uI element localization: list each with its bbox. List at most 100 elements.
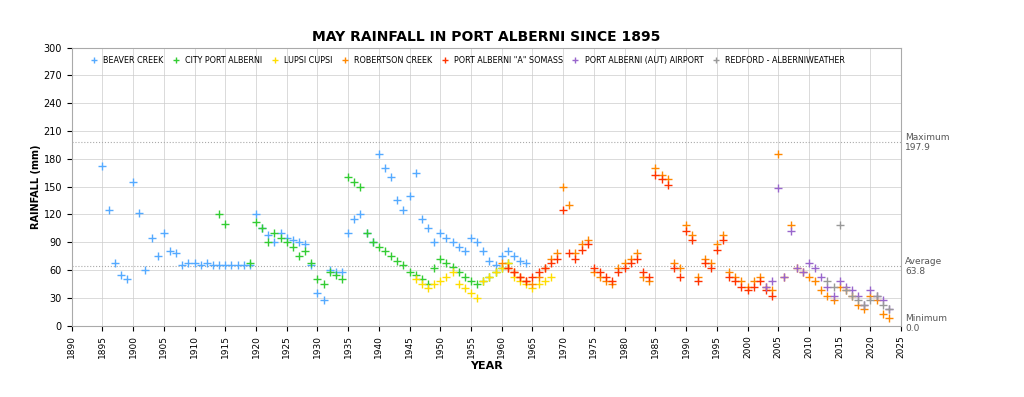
Point (856, 302, 872, 308)
Point (217, 220, 233, 227)
Point (844, 293, 860, 299)
X-axis label: YEAR: YEAR (470, 361, 503, 371)
Point (807, 265, 823, 271)
Point (242, 259, 258, 266)
Point (598, 278, 614, 284)
Point (758, 283, 774, 290)
Y-axis label: RAINFALL (mm): RAINFALL (mm) (31, 145, 41, 229)
Point (266, 239, 283, 245)
Point (543, 259, 559, 266)
Point (764, 278, 780, 284)
Point (315, 281, 332, 287)
Point (543, 274, 559, 281)
Point (512, 258, 528, 264)
Point (623, 259, 639, 266)
Point (530, 274, 547, 281)
Point (346, 216, 362, 222)
Point (690, 274, 707, 281)
Point (586, 265, 602, 271)
Point (328, 272, 344, 278)
Point (500, 259, 516, 266)
Point (838, 287, 854, 293)
Point (113, 272, 129, 278)
Point (530, 281, 547, 287)
Point (549, 250, 565, 256)
Point (512, 274, 528, 281)
Point (838, 287, 854, 293)
Point (770, 185, 786, 192)
Point (690, 278, 707, 284)
Point (469, 239, 485, 245)
Point (211, 211, 227, 218)
Point (494, 265, 510, 271)
Point (862, 297, 879, 303)
Point (414, 216, 430, 222)
Point (174, 262, 190, 268)
Point (739, 283, 756, 290)
Point (377, 248, 393, 254)
Point (537, 278, 553, 284)
Point (881, 315, 897, 321)
Point (494, 265, 510, 271)
Point (580, 241, 596, 247)
Point (844, 293, 860, 299)
Point (494, 253, 510, 259)
Point (709, 247, 725, 253)
Point (371, 151, 387, 157)
Point (518, 278, 535, 284)
Point (389, 258, 406, 264)
Point (426, 239, 442, 245)
Point (279, 234, 295, 241)
Point (260, 231, 276, 238)
Point (616, 265, 633, 271)
Point (506, 269, 522, 275)
Point (352, 183, 369, 190)
Point (530, 269, 547, 275)
Point (94, 163, 111, 170)
Point (813, 287, 829, 293)
Point (518, 278, 535, 284)
Point (426, 281, 442, 287)
Point (623, 256, 639, 262)
Point (709, 241, 725, 247)
Point (205, 262, 221, 268)
Point (137, 267, 154, 273)
Point (825, 297, 842, 303)
Point (592, 274, 608, 281)
Point (825, 293, 842, 299)
Point (758, 283, 774, 290)
Point (813, 274, 829, 281)
Point (801, 259, 817, 266)
Legend: BEAVER CREEK, CITY PORT ALBERNI, LUPSI CUPSI, ROBERTSON CREEK, PORT ALBERNI "A" : BEAVER CREEK, CITY PORT ALBERNI, LUPSI C… (84, 54, 847, 67)
Point (500, 265, 516, 271)
Point (389, 197, 406, 204)
Point (469, 295, 485, 301)
Point (795, 269, 811, 275)
Point (629, 250, 645, 256)
Point (586, 269, 602, 275)
Point (678, 222, 694, 229)
Point (850, 293, 866, 299)
Point (874, 302, 891, 308)
Point (592, 269, 608, 275)
Point (193, 262, 209, 268)
Point (702, 265, 719, 271)
Point (641, 274, 657, 281)
Point (438, 234, 455, 241)
Point (119, 276, 135, 282)
Point (524, 285, 541, 292)
Point (303, 259, 319, 266)
Point (856, 302, 872, 308)
Point (543, 256, 559, 262)
Point (715, 231, 731, 238)
Point (297, 241, 313, 247)
Point (862, 287, 879, 293)
Point (524, 274, 541, 281)
Point (512, 274, 528, 281)
Point (285, 244, 301, 250)
Point (604, 281, 621, 287)
Point (776, 274, 793, 281)
Point (328, 269, 344, 275)
Point (831, 283, 848, 290)
Point (537, 265, 553, 271)
